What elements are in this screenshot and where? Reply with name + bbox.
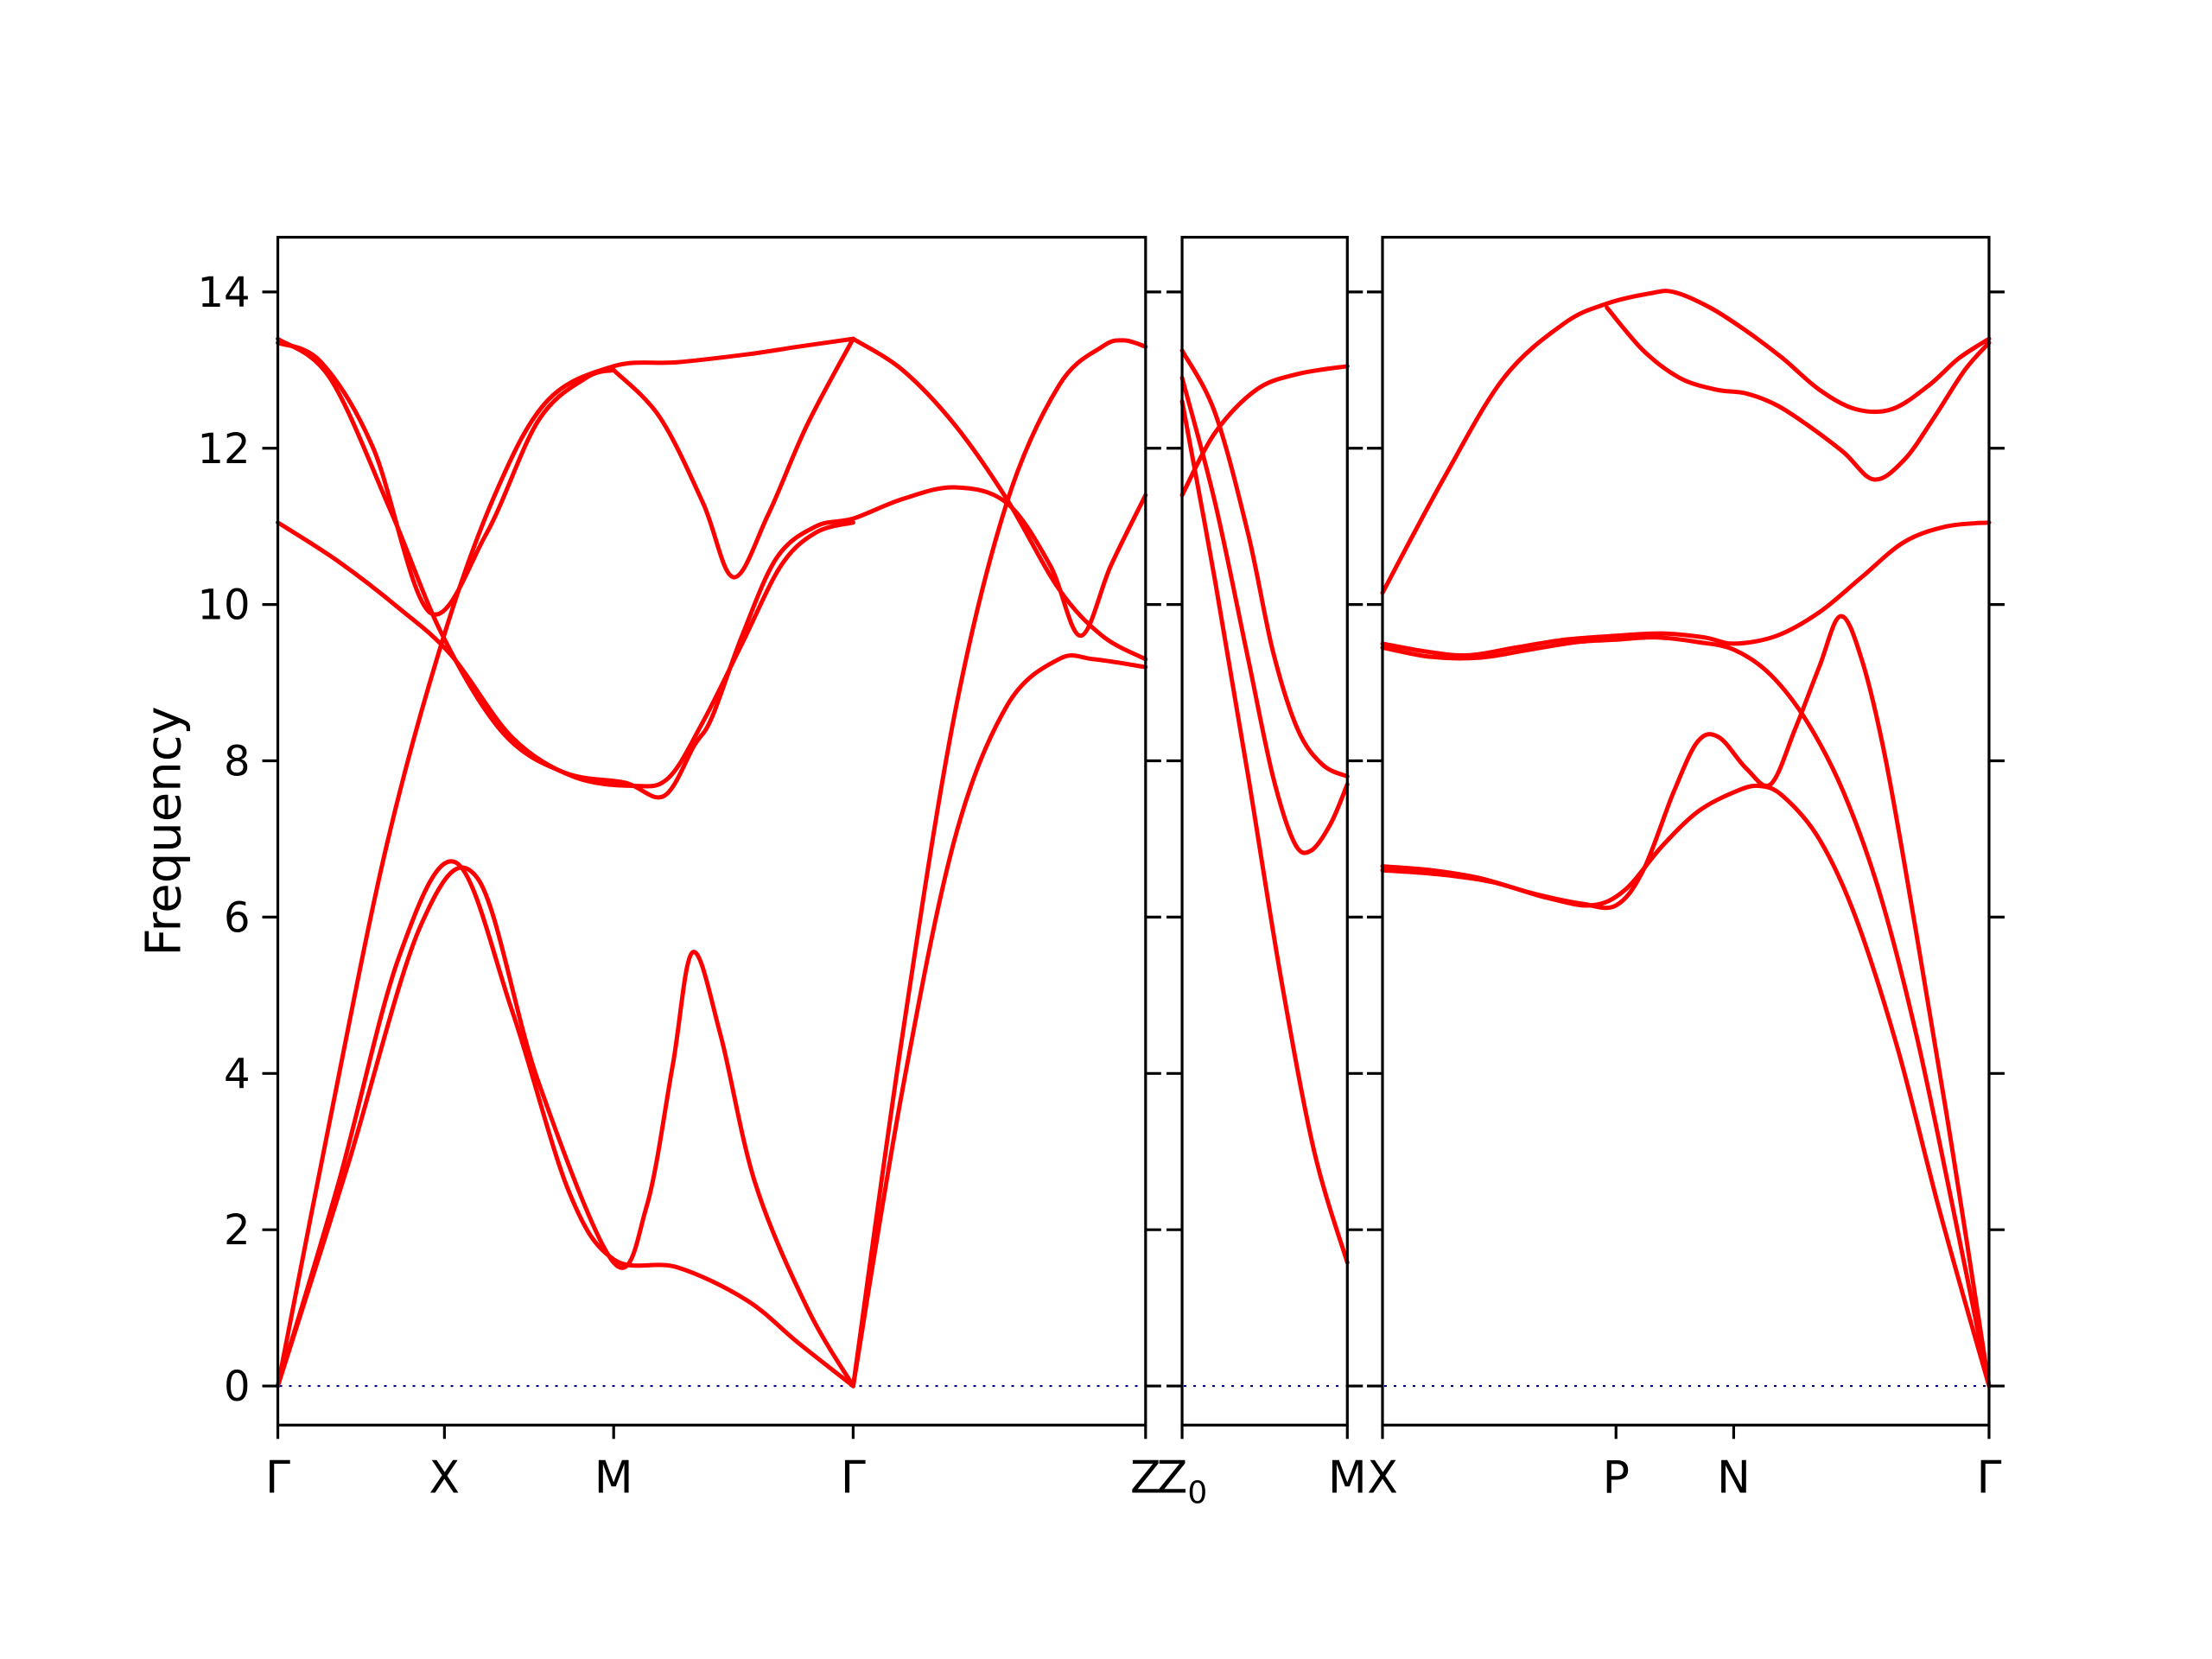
panel-frame [1381,235,1991,1427]
kpoint-label-subscript: 0 [1187,1475,1207,1510]
phonon-band-curve [850,336,1148,662]
y-tick-label: 2 [224,1206,251,1255]
kpoint-label: M [1328,1452,1367,1503]
phonon-band-curve [1179,348,1350,779]
phonon-band-curve [1179,375,1350,855]
phonon-band-curve [1380,520,1992,658]
y-tick-label: 4 [224,1050,251,1098]
kpoint-label: N [1717,1452,1751,1503]
phonon-band-curve [276,336,855,1389]
y-tick-label: 8 [224,738,251,786]
kpoint-label: Z0 [1157,1452,1208,1510]
kpoint-label: X [429,1452,461,1503]
kpoint-label: Γ [265,1452,290,1503]
y-axis-label: Frequency [136,706,193,957]
y-tick-label: 0 [224,1363,251,1411]
kpoint-label: Γ [841,1452,866,1503]
phonon-band-curve [276,340,616,617]
phonon-band-curve [276,859,855,1389]
phonon-band-curve [611,336,855,580]
phonon-band-curve [1605,305,1992,482]
phonon-band-curve [850,338,1148,1389]
panel-frame [276,235,1147,1427]
y-tick-label: 10 [197,582,250,630]
phonon-band-curve [1380,635,1992,1389]
kpoint-label: M [594,1452,633,1503]
panel-frame [1180,235,1349,1427]
y-tick-label: 12 [197,425,250,474]
phonon-band-curve [1179,399,1350,1265]
phonon-band-curve [276,865,855,1389]
phonon-band-curve [1380,783,1992,1389]
phonon-band-curve [276,520,855,789]
phonon-band-curve [1179,364,1350,498]
y-tick-label: 6 [224,893,251,942]
phonon-band-curve [1380,289,1992,595]
kpoint-label: X [1367,1452,1398,1503]
phonon-band-curve [1380,613,1992,1389]
phonon-band-curve [850,653,1148,1389]
y-tick-label: 14 [197,269,250,317]
kpoint-label: Z [1130,1452,1161,1503]
kpoint-label: P [1603,1452,1630,1503]
kpoint-label: Γ [1976,1452,2001,1503]
